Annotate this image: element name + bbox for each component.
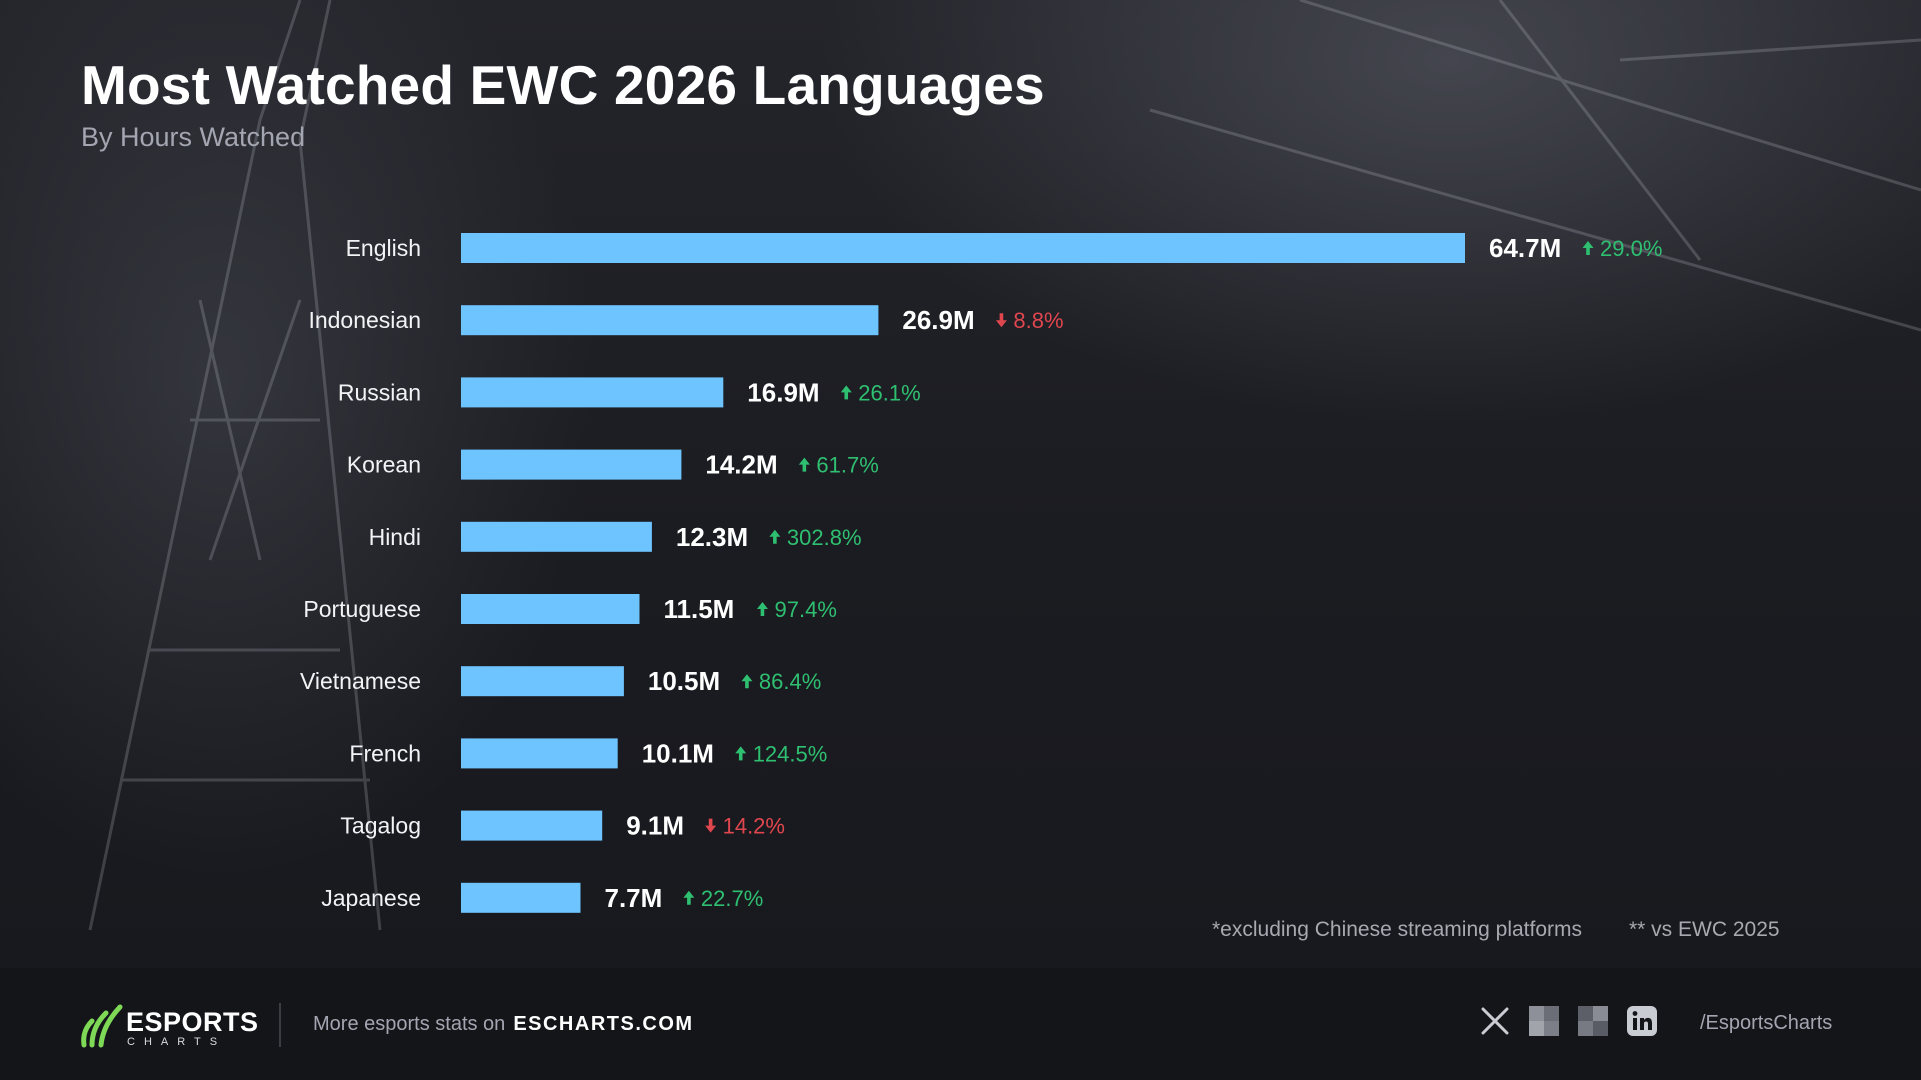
value-label: 10.1M (642, 738, 714, 768)
logo-wordmark: ESPORTS (126, 1007, 259, 1037)
value-label: 14.2M (705, 450, 777, 480)
bar-english (461, 233, 1465, 263)
value-label: 9.1M (626, 811, 684, 841)
bar-tagalog (461, 810, 603, 841)
footnote-comparison: ** vs EWC 2025 (1629, 918, 1780, 941)
more-stats-label: More esports stats on (313, 1013, 506, 1035)
chart-header: Most Watched EWC 2026 Languages By Hours… (81, 52, 1045, 154)
arrow-up-icon (798, 457, 810, 472)
background-decoration (88, 0, 1921, 931)
arrow-up-icon (840, 385, 852, 400)
chart-subtitle: By Hours Watched (81, 122, 306, 152)
linkedin-icon[interactable] (1627, 1006, 1657, 1036)
change-label: 97.4% (775, 597, 837, 622)
category-label: Portuguese (303, 596, 421, 622)
chart-title: Most Watched EWC 2026 Languages (81, 54, 1045, 116)
bar-indonesian (461, 305, 879, 336)
category-label: Hindi (369, 524, 421, 550)
category-label: Russian (338, 379, 421, 405)
category-label: English (346, 235, 421, 261)
bar-korean (461, 449, 682, 480)
bar-portuguese (461, 594, 640, 624)
arrow-down-icon (995, 313, 1007, 328)
change-label: 61.7% (816, 453, 878, 478)
change-label: 302.8% (787, 525, 862, 550)
arrow-up-icon (735, 746, 747, 761)
bar-russian (461, 377, 724, 408)
bar-japanese (461, 882, 581, 913)
logo-subtext: CHARTS (127, 1036, 227, 1048)
site-link[interactable]: ESCHARTS.COM (513, 1013, 694, 1035)
change-label: 22.7% (701, 886, 763, 911)
more-stats-text: More esports stats on ESCHARTS.COM (313, 1013, 694, 1036)
social-handle: /EsportsCharts (1700, 1012, 1833, 1034)
category-label: Korean (347, 452, 421, 478)
bar-hindi (461, 521, 652, 552)
value-label: 10.5M (648, 666, 720, 696)
social-icon-3[interactable] (1578, 1006, 1608, 1036)
change-label: 124.5% (753, 741, 828, 766)
social-icon-2[interactable] (1529, 1006, 1559, 1036)
category-label: Indonesian (308, 307, 421, 333)
change-label: 29.0% (1600, 236, 1662, 261)
value-label: 26.9M (902, 305, 974, 335)
value-label: 64.7M (1489, 233, 1561, 263)
bar-french (461, 738, 618, 769)
value-label: 11.5M (664, 594, 735, 624)
change-label: 86.4% (759, 669, 821, 694)
value-label: 16.9M (747, 377, 819, 407)
category-label: Japanese (321, 885, 421, 911)
esports-charts-logo-icon (81, 1004, 123, 1048)
background (0, 0, 1921, 968)
value-label: 12.3M (676, 522, 748, 552)
arrow-up-icon (741, 674, 753, 689)
category-label: French (349, 740, 421, 766)
arrow-down-icon (705, 818, 717, 833)
category-label: Tagalog (340, 813, 421, 839)
footnote-excluding: *excluding Chinese streaming platforms (1212, 918, 1583, 941)
arrow-up-icon (1582, 241, 1594, 255)
footer-divider (279, 1003, 281, 1047)
arrow-up-icon (683, 890, 695, 905)
bar-chart: English 64.7M 29.0% Indonesian 26.9M 8.8% Russ… (300, 233, 1662, 913)
change-label: 14.2% (723, 814, 785, 839)
value-label: 7.7M (605, 883, 663, 913)
arrow-up-icon (769, 529, 781, 544)
arrow-up-icon (756, 602, 768, 616)
change-label: 8.8% (1013, 308, 1063, 333)
category-label: Vietnamese (300, 668, 421, 694)
bar-vietnamese (461, 666, 624, 697)
x-icon[interactable] (1480, 1006, 1510, 1036)
change-label: 26.1% (858, 380, 920, 405)
